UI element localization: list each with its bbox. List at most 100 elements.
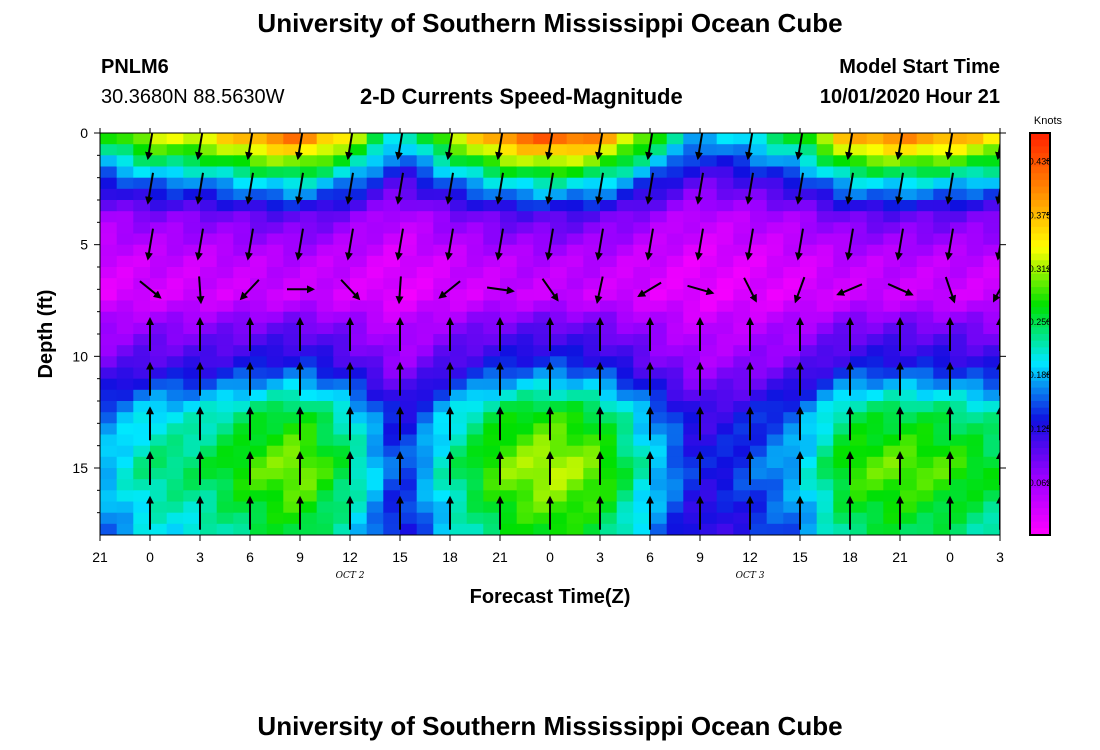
heatmap-cell (866, 401, 884, 413)
heatmap-cell (900, 434, 918, 447)
heatmap-cell (983, 345, 1000, 357)
x-axis-label: Forecast Time(Z) (470, 586, 631, 608)
heatmap-cell (266, 401, 284, 413)
heatmap-cell (866, 479, 884, 491)
heatmap-cell (216, 445, 234, 458)
heatmap-cell (433, 445, 451, 458)
heatmap-cell (116, 211, 134, 223)
colorbar-segment (1030, 427, 1050, 436)
x-tick-label: 3 (196, 549, 204, 565)
y-tick-label: 15 (72, 460, 88, 476)
heatmap-cell (500, 479, 518, 491)
heatmap-cell (216, 255, 234, 268)
heatmap-cell (933, 177, 951, 190)
heatmap-cell (350, 188, 368, 201)
heatmap-cell (233, 133, 251, 145)
heatmap-cell (866, 389, 884, 402)
heatmap-cell (100, 244, 118, 257)
heatmap-cell (716, 233, 734, 246)
heatmap-cell (866, 233, 884, 246)
heatmap-cell (566, 456, 584, 469)
colorbar-segment (1030, 287, 1050, 295)
heatmap-cell (700, 233, 718, 246)
heatmap-cell (566, 512, 584, 525)
heatmap-cell (733, 523, 751, 535)
heatmap-cell (783, 468, 801, 480)
heatmap-cell (583, 267, 601, 279)
heatmap-cell (316, 200, 334, 212)
heatmap-cell (916, 311, 934, 324)
heatmap-cell (116, 300, 134, 313)
heatmap-cell (700, 412, 718, 424)
heatmap-cell (483, 200, 501, 212)
heatmap-cell (383, 334, 401, 346)
heatmap-cell (216, 367, 234, 380)
heatmap-cell (900, 468, 918, 480)
heatmap-cell (650, 389, 668, 402)
date-label: OCT 3 (736, 571, 765, 581)
heatmap-cell (350, 389, 368, 402)
heatmap-cell (116, 490, 134, 503)
heatmap-cell (316, 300, 334, 313)
heatmap-cell (100, 468, 118, 480)
heatmap-cell (450, 334, 468, 346)
heatmap-cell (166, 456, 184, 469)
heatmap-cell (666, 222, 684, 235)
heatmap-cell (416, 367, 434, 380)
heatmap-cell (300, 166, 318, 179)
heatmap-cell (800, 334, 818, 346)
heatmap-cell (950, 144, 968, 156)
heatmap-cell (250, 177, 268, 190)
heatmap-cell (466, 211, 484, 223)
colorbar-segment (1030, 280, 1050, 288)
heatmap-cell (783, 456, 801, 469)
heatmap-cell (183, 177, 201, 190)
heatmap-cell (433, 334, 451, 346)
heatmap-cell (183, 389, 201, 402)
heatmap-cell (683, 345, 701, 357)
heatmap-cell (333, 166, 351, 179)
heatmap-cell (683, 445, 701, 458)
heatmap-cell (550, 401, 568, 413)
heatmap-cell (366, 479, 384, 491)
heatmap-cell (183, 523, 201, 535)
heatmap-cell (766, 345, 784, 357)
heatmap-cell (966, 311, 984, 324)
colorbar-segment (1030, 528, 1050, 536)
heatmap-cell (100, 356, 118, 369)
heatmap-cell (816, 311, 834, 324)
heatmap-cell (183, 345, 201, 357)
heatmap-cell (516, 222, 534, 235)
heatmap-cell (250, 188, 268, 201)
heatmap-cell (416, 434, 434, 447)
heatmap-cell (533, 322, 551, 335)
heatmap-cell (533, 490, 551, 503)
heatmap-cell (916, 334, 934, 346)
heatmap-cell (700, 200, 718, 212)
heatmap-cell (766, 378, 784, 391)
heatmap-cell (583, 334, 601, 346)
heatmap-cell (783, 155, 801, 168)
heatmap-cell (466, 434, 484, 447)
heatmap-cell (850, 300, 868, 313)
heatmap-cell (983, 490, 1000, 503)
heatmap-cell (866, 267, 884, 279)
heatmap-cell (400, 356, 418, 369)
heatmap-cell (416, 445, 434, 458)
heatmap-cell (833, 222, 851, 235)
heatmap-cell (150, 334, 168, 346)
y-tick-label: 0 (80, 125, 88, 141)
heatmap-cell (766, 356, 784, 369)
heatmap-cell (616, 267, 634, 279)
heatmap-cell (500, 423, 518, 436)
heatmap-cell (316, 523, 334, 535)
heatmap-cell (866, 255, 884, 268)
heatmap-cell (950, 501, 968, 514)
heatmap-cell (283, 244, 301, 257)
heatmap-cell (250, 412, 268, 424)
heatmap-cell (350, 434, 368, 447)
heatmap-cell (350, 523, 368, 535)
heatmap-cell (966, 166, 984, 179)
heatmap-cell (933, 490, 951, 503)
heatmap-cell (333, 278, 351, 290)
